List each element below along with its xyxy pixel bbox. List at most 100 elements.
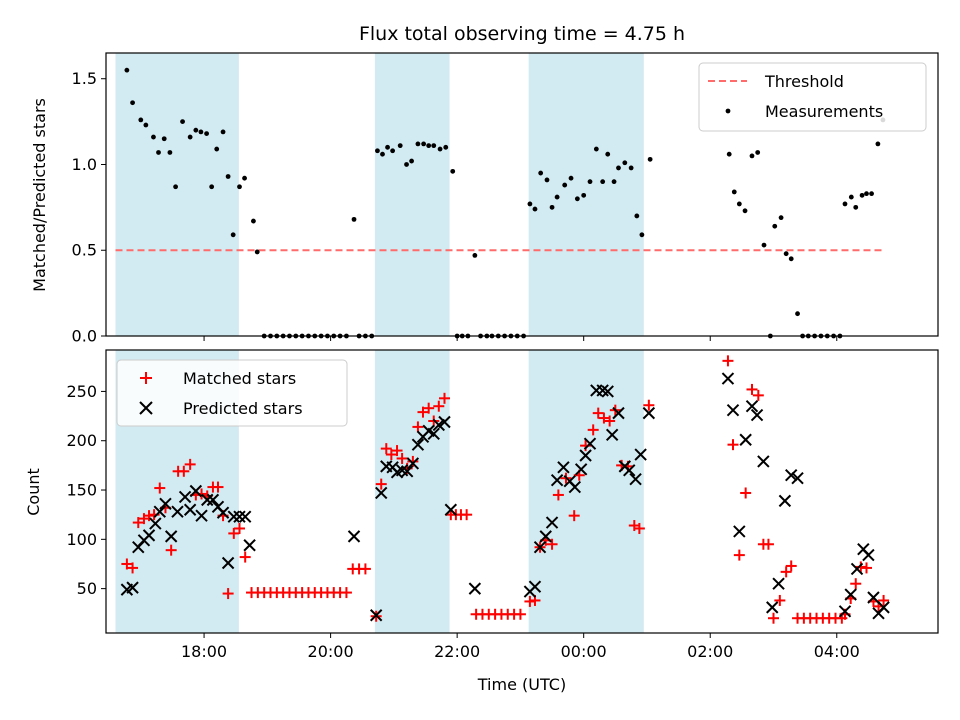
measurement-point-77 xyxy=(587,179,593,185)
legend-threshold-label: Threshold xyxy=(764,72,844,91)
predicted-x-point-49 xyxy=(574,463,588,476)
matched-plus-point-98 xyxy=(785,560,797,572)
measurement-point-48 xyxy=(415,141,421,147)
measurement-point-44 xyxy=(390,148,396,154)
measurement-point-97 xyxy=(778,215,784,221)
predicted-x-point-7 xyxy=(159,497,172,511)
predicted-x-point-63 xyxy=(726,403,740,417)
measurement-point-47 xyxy=(409,158,414,164)
matched-plus-point-44 xyxy=(385,449,397,461)
y-tick-label-3: 1.5 xyxy=(72,69,97,88)
matched-plus-point-54 xyxy=(438,392,450,404)
matched-plus-point-85 xyxy=(633,522,645,534)
x-tick-label-4: 02:00 xyxy=(687,642,733,661)
bottom-legend: Matched stars Predicted stars xyxy=(116,359,348,427)
matched-plus-point-74 xyxy=(568,510,580,522)
measurement-point-52 xyxy=(437,146,443,152)
predicted-x-point-5 xyxy=(149,517,162,530)
predicted-x-point-1 xyxy=(126,581,139,594)
measurement-point-81 xyxy=(611,179,617,185)
predicted-x-point-15 xyxy=(206,493,220,507)
matched-plus-point-19 xyxy=(228,527,240,539)
measurement-point-78 xyxy=(593,146,599,152)
shaded-span-1 xyxy=(374,53,450,336)
predicted-x-point-54 xyxy=(601,385,614,398)
measurement-point-21 xyxy=(251,218,256,224)
matched-plus-point-86 xyxy=(643,399,655,411)
predicted-x-point-67 xyxy=(750,408,764,422)
measurement-point-12 xyxy=(198,129,204,135)
measurement-point-72 xyxy=(554,194,560,200)
predicted-x-point-60 xyxy=(634,448,647,461)
predicted-x-point-70 xyxy=(772,577,785,590)
predicted-x-point-25 xyxy=(375,486,388,500)
measurement-point-91 xyxy=(742,208,748,214)
measurement-point-76 xyxy=(581,192,587,198)
predicted-x-point-76 xyxy=(850,562,864,576)
predicted-x-point-71 xyxy=(778,494,792,508)
x-axis-label: Time (UTC) xyxy=(477,675,566,694)
matched-plus-point-72 xyxy=(552,489,564,501)
matched-plus-point-6 xyxy=(154,482,166,494)
matched-plus-point-16 xyxy=(212,481,224,493)
y-tick-label-1: 0.5 xyxy=(72,241,97,260)
matched-plus-point-109 xyxy=(850,578,862,590)
x-tick-label-5: 04:00 xyxy=(814,642,860,661)
predicted-x-point-17 xyxy=(216,506,230,519)
measurement-point-84 xyxy=(628,165,634,171)
measurement-point-75 xyxy=(574,196,580,202)
matched-plus-point-89 xyxy=(733,549,745,561)
predicted-x-point-69 xyxy=(766,601,779,614)
x-tick-label-1: 20:00 xyxy=(308,642,354,661)
legend-measurements-label: Measurements xyxy=(765,102,883,121)
matched-plus-point-46 xyxy=(396,452,408,464)
predicted-x-point-31 xyxy=(406,457,420,470)
measurement-point-53 xyxy=(443,144,449,150)
measurement-point-0 xyxy=(124,67,130,73)
predicted-x-point-66 xyxy=(745,399,759,413)
predicted-x-point-55 xyxy=(605,428,619,442)
predicted-x-point-23 xyxy=(347,530,361,543)
matched-plus-point-42 xyxy=(375,478,387,490)
measurement-point-73 xyxy=(562,182,568,188)
measurement-point-67 xyxy=(527,201,533,207)
matched-plus-point-0 xyxy=(121,558,133,570)
predicted-x-point-39 xyxy=(468,582,482,595)
matched-plus-point-11 xyxy=(184,458,196,470)
measurement-point-100 xyxy=(795,311,800,317)
x-tick-label-3: 00:00 xyxy=(561,642,607,661)
shaded-span-2 xyxy=(528,53,644,336)
matched-plus-point-111 xyxy=(861,562,873,574)
measurement-point-58 xyxy=(472,252,478,258)
measurement-point-46 xyxy=(404,162,409,167)
legend-predicted-label: Predicted stars xyxy=(183,399,303,418)
matched-plus-point-40 xyxy=(359,563,371,575)
measurement-point-98 xyxy=(783,251,789,257)
y-tick-label-2: 150 xyxy=(66,481,97,500)
predicted-x-point-43 xyxy=(539,530,552,543)
predicted-x-point-68 xyxy=(757,455,770,468)
measurement-point-4 xyxy=(151,134,156,140)
measurement-point-110 xyxy=(853,204,859,210)
predicted-x-point-21 xyxy=(238,510,252,523)
y-tick-label-0: 0.0 xyxy=(72,327,97,346)
matched-plus-point-21 xyxy=(239,551,251,563)
y-tick-label-0: 50 xyxy=(77,579,97,598)
predicted-x-point-64 xyxy=(733,525,746,538)
predicted-x-point-81 xyxy=(877,601,890,614)
predicted-x-point-8 xyxy=(164,530,178,543)
predicted-x-point-32 xyxy=(411,438,425,451)
matched-plus-point-37 xyxy=(340,587,352,599)
matched-plus-point-53 xyxy=(433,400,445,412)
matched-plus-point-71 xyxy=(546,538,558,550)
predicted-x-point-10 xyxy=(178,490,192,504)
top-panel-ratio-plot: 0.0 0.5 1.0 1.5 xyxy=(72,52,939,346)
top-y-axis-label: Matched/Predicted stars xyxy=(30,98,49,292)
predicted-x-point-44 xyxy=(545,516,559,529)
x-tick-label-2: 22:00 xyxy=(434,642,480,661)
matched-plus-point-2 xyxy=(132,517,144,529)
matched-plus-point-92 xyxy=(752,389,764,401)
matched-plus-point-66 xyxy=(514,608,526,620)
matched-plus-point-49 xyxy=(412,421,424,433)
measurement-point-19 xyxy=(237,184,242,190)
